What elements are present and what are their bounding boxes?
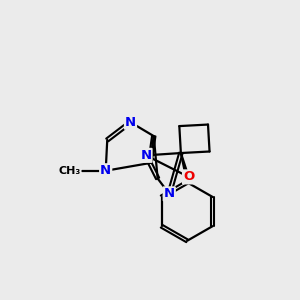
Text: O: O	[183, 170, 194, 183]
Text: CH₃: CH₃	[59, 166, 81, 176]
Text: N: N	[140, 149, 152, 162]
Text: N: N	[164, 187, 175, 200]
Text: N: N	[125, 116, 136, 129]
Text: N: N	[100, 164, 111, 177]
